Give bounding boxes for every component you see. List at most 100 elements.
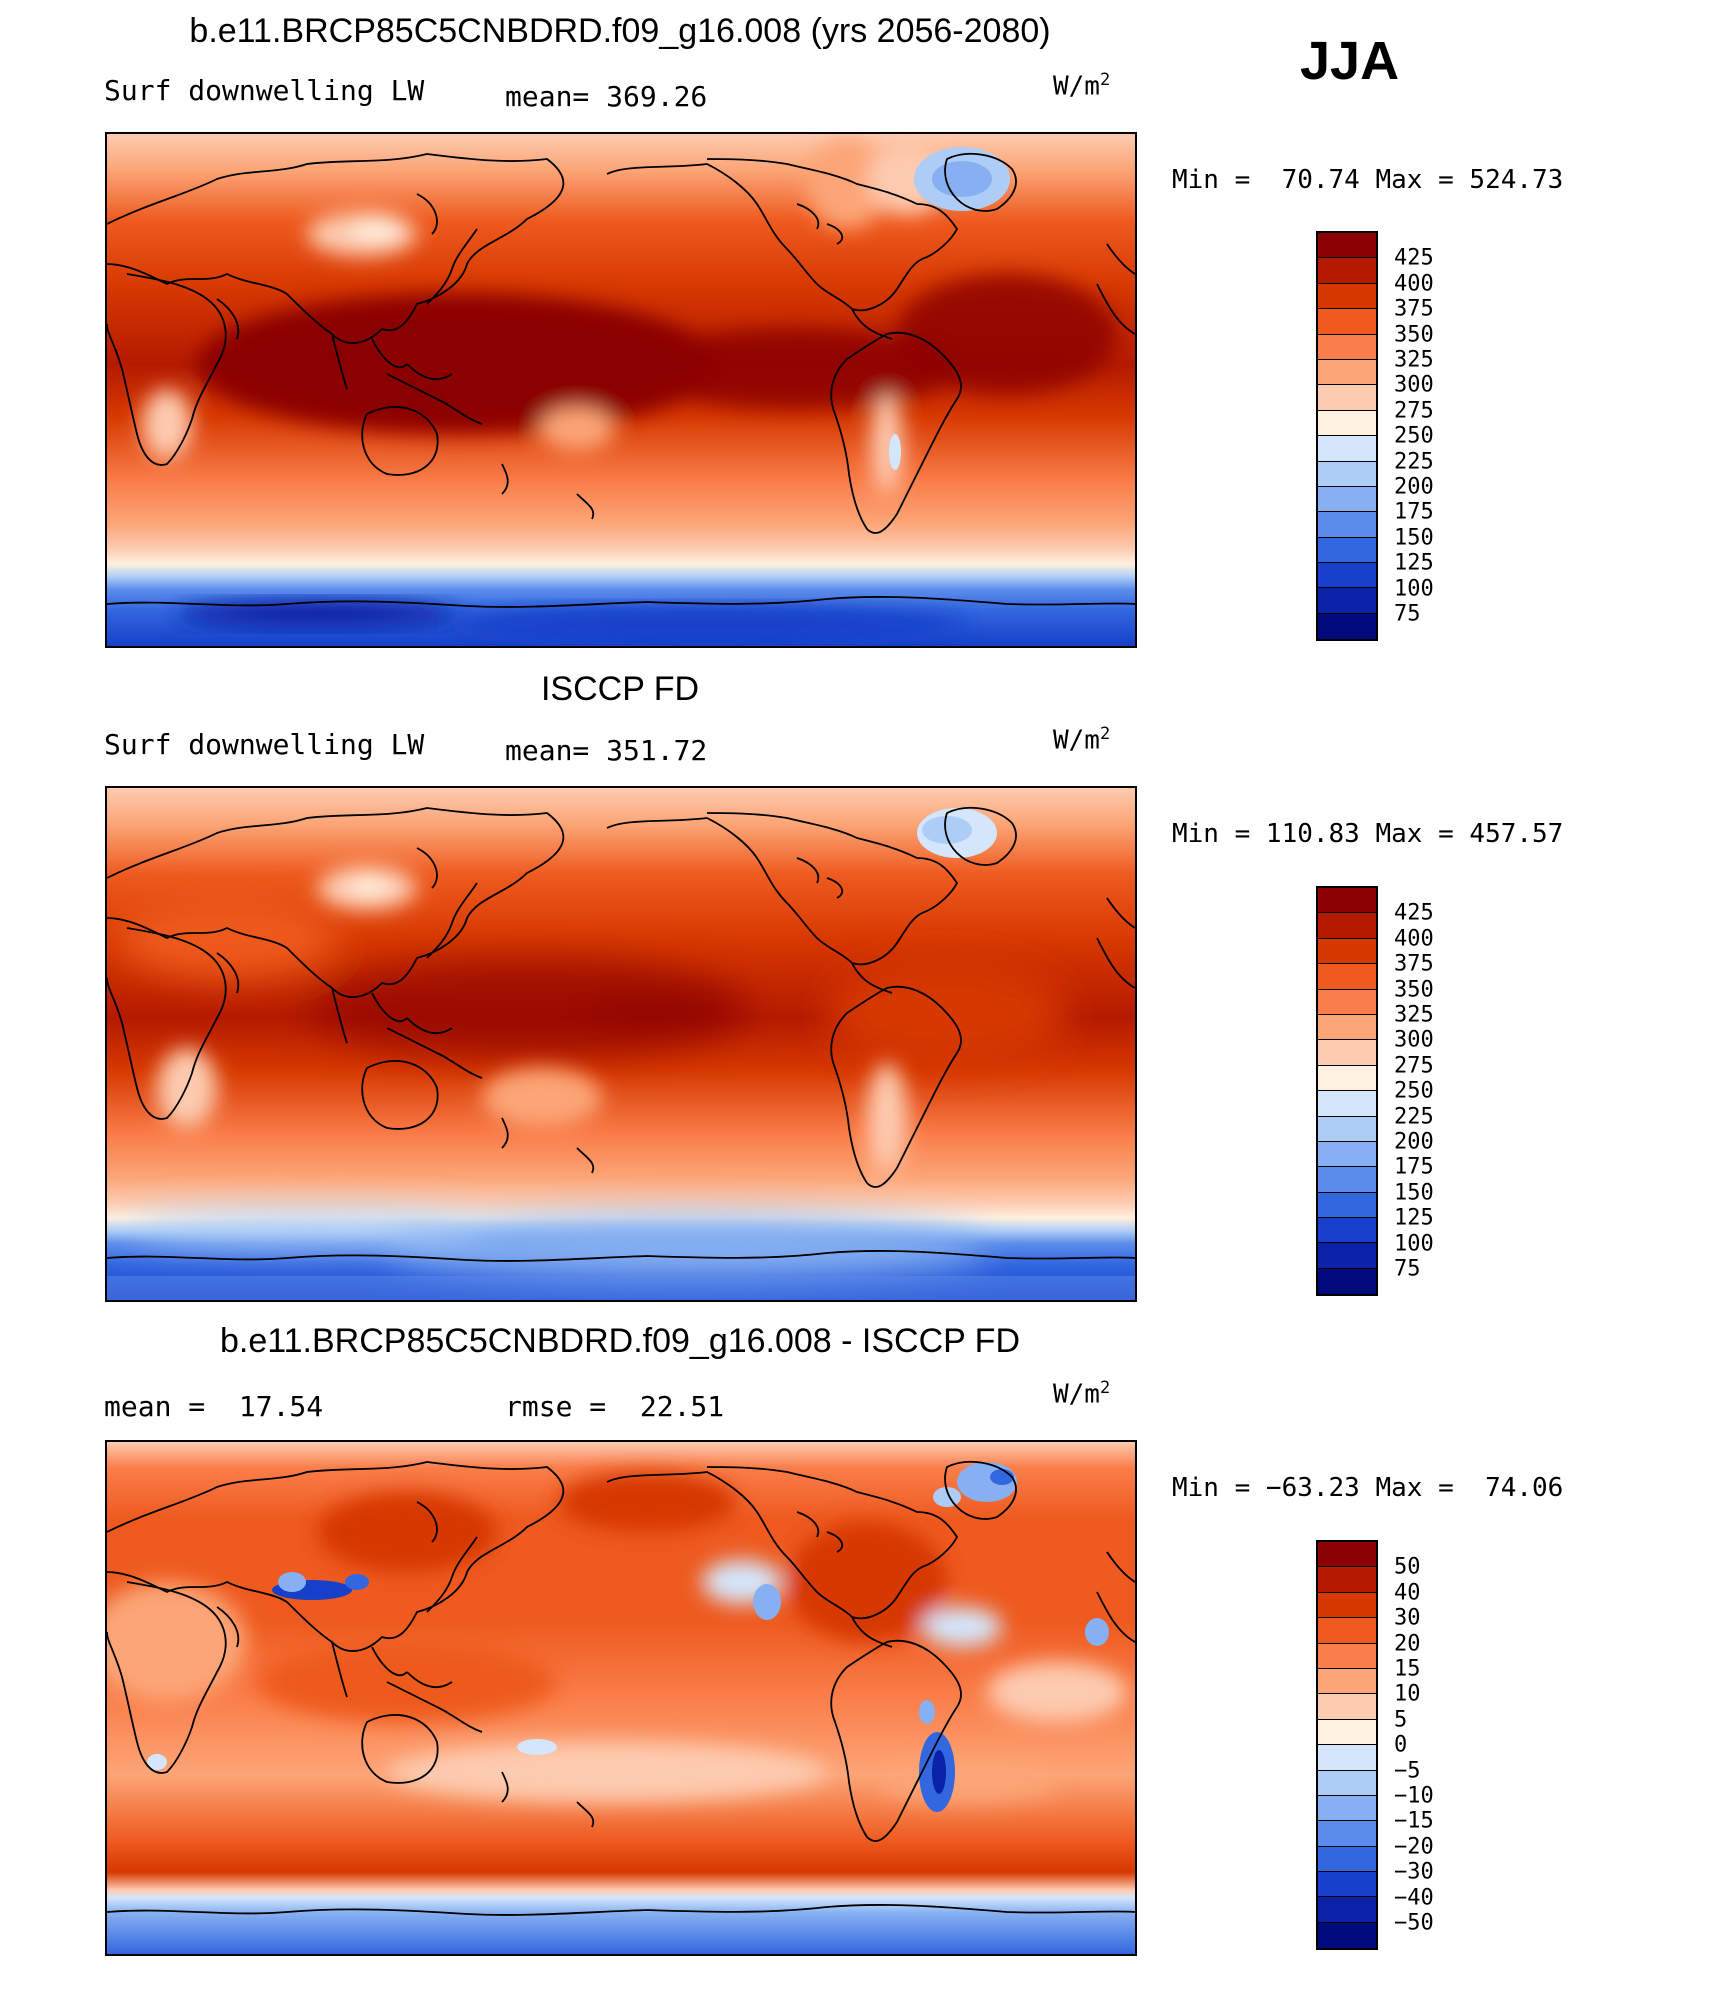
panel-3-rmse-label: rmse = 22.51 [505, 1390, 725, 1423]
colorbar-bin [1318, 1694, 1376, 1720]
panel-1-field-label: Surf downwelling LW [104, 74, 425, 107]
colorbar-bin [1318, 1268, 1376, 1295]
colorbar-tick-label: 300 [1394, 372, 1434, 398]
colorbar-tick-label: 0 [1394, 1732, 1408, 1758]
colorbar-tick-label: −15 [1394, 1808, 1434, 1834]
season-label: JJA [1300, 31, 1400, 91]
colorbar-tick-label: 325 [1394, 1002, 1434, 1028]
panel-3-units: W/m2 [1053, 1378, 1111, 1410]
colorbar-tick-label: 150 [1394, 1180, 1434, 1206]
colorbar-bin [1318, 486, 1376, 513]
panel-1-map [105, 132, 1137, 648]
colorbar-bin [1318, 1643, 1376, 1669]
colorbar-tick-label: −40 [1394, 1885, 1434, 1911]
colorbar-bin [1318, 1192, 1376, 1219]
panel-2-map-field [107, 788, 1135, 1300]
colorbar-tick-label: 375 [1394, 296, 1434, 322]
colorbar-tick-label: 350 [1394, 977, 1434, 1003]
colorbar-tick-label: 20 [1394, 1631, 1421, 1657]
colorbar-bin [1318, 258, 1376, 284]
colorbar-bin [1318, 436, 1376, 462]
panel-3-colorbar [1316, 1540, 1378, 1951]
colorbar-bin [1318, 1821, 1376, 1847]
panel-2-mean-label: mean= 351.72 [505, 734, 708, 767]
colorbar-bin [1318, 1567, 1376, 1593]
colorbar-bin [1318, 1091, 1376, 1117]
colorbar-bin [1318, 461, 1376, 487]
colorbar-bin [1318, 1897, 1376, 1923]
colorbar-bin [1318, 1218, 1376, 1244]
colorbar-bin [1318, 1592, 1376, 1619]
colorbar-bin [1318, 913, 1376, 939]
panel-1-title: b.e11.BRCP85C5CNBDRD.f09_g16.008 (yrs 20… [189, 12, 1051, 50]
colorbar-tick-label: 250 [1394, 423, 1434, 449]
colorbar-bin [1318, 1872, 1376, 1898]
panel-2-minmax: Min = 110.83 Max = 457.57 [1172, 819, 1564, 849]
colorbar-tick-label: 400 [1394, 271, 1434, 297]
colorbar-tick-label: 10 [1394, 1681, 1421, 1707]
colorbar-tick-label: 200 [1394, 474, 1434, 500]
panel-2-title: ISCCP FD [540, 670, 700, 708]
panel-2-field-label: Surf downwelling LW [104, 728, 425, 761]
colorbar-tick-label: 425 [1394, 900, 1434, 926]
colorbar-tick-label: 175 [1394, 1154, 1434, 1180]
colorbar-bin [1318, 1014, 1376, 1041]
colorbar-tick-label: 100 [1394, 576, 1434, 602]
colorbar-bin [1318, 563, 1376, 589]
colorbar-bin [1318, 1243, 1376, 1269]
panel-1-units: W/m2 [1053, 70, 1111, 102]
panel-3-mean-label: mean = 17.54 [104, 1390, 324, 1423]
panel-1-colorbar [1316, 231, 1378, 642]
colorbar-tick-label: 425 [1394, 245, 1434, 271]
colorbar-tick-label: 325 [1394, 347, 1434, 373]
colorbar-bin [1318, 537, 1376, 564]
colorbar-bin [1318, 1846, 1376, 1873]
colorbar-tick-label: −5 [1394, 1758, 1421, 1784]
panel-2-units: W/m2 [1053, 724, 1111, 756]
colorbar-bin [1318, 964, 1376, 990]
colorbar-tick-label: 75 [1394, 1256, 1421, 1282]
colorbar-tick-label: 275 [1394, 398, 1434, 424]
panel-3-map [105, 1440, 1137, 1956]
colorbar-tick-label: −50 [1394, 1910, 1434, 1936]
panel-3-minmax: Min = −63.23 Max = 74.06 [1172, 1473, 1564, 1503]
colorbar-bin [1318, 309, 1376, 335]
colorbar-tick-label: 30 [1394, 1605, 1421, 1631]
colorbar-tick-label: 125 [1394, 550, 1434, 576]
colorbar-bin [1318, 1167, 1376, 1193]
colorbar-bin [1318, 1770, 1376, 1796]
colorbar-tick-label: 175 [1394, 499, 1434, 525]
colorbar-tick-label: 40 [1394, 1580, 1421, 1606]
colorbar-tick-label: 275 [1394, 1053, 1434, 1079]
colorbar-tick-label: −30 [1394, 1859, 1434, 1885]
colorbar-bin [1318, 1542, 1376, 1568]
colorbar-bin [1318, 989, 1376, 1015]
colorbar-bin [1318, 1922, 1376, 1949]
colorbar-bin [1318, 1719, 1376, 1746]
panel-1-minmax: Min = 70.74 Max = 524.73 [1172, 165, 1564, 195]
colorbar-bin [1318, 888, 1376, 914]
panel-2-colorbar [1316, 886, 1378, 1297]
colorbar-tick-label: 200 [1394, 1129, 1434, 1155]
colorbar-tick-label: 225 [1394, 1104, 1434, 1130]
colorbar-tick-label: −10 [1394, 1783, 1434, 1809]
colorbar-bin [1318, 1065, 1376, 1092]
colorbar-bin [1318, 938, 1376, 965]
colorbar-tick-label: 375 [1394, 951, 1434, 977]
colorbar-bin [1318, 1668, 1376, 1695]
panel-1-mean-label: mean= 369.26 [505, 80, 708, 113]
colorbar-tick-label: 50 [1394, 1554, 1421, 1580]
colorbar-tick-label: 15 [1394, 1656, 1421, 1682]
colorbar-bin [1318, 1745, 1376, 1771]
colorbar-bin [1318, 1795, 1376, 1822]
colorbar-bin [1318, 1116, 1376, 1142]
colorbar-bin [1318, 283, 1376, 310]
colorbar-bin [1318, 334, 1376, 360]
colorbar-bin [1318, 613, 1376, 640]
colorbar-tick-label: 5 [1394, 1707, 1408, 1733]
colorbar-tick-label: 225 [1394, 449, 1434, 475]
panel-3-map-field [107, 1442, 1135, 1954]
colorbar-tick-label: 300 [1394, 1027, 1434, 1053]
colorbar-bin [1318, 1141, 1376, 1168]
colorbar-tick-label: 400 [1394, 926, 1434, 952]
